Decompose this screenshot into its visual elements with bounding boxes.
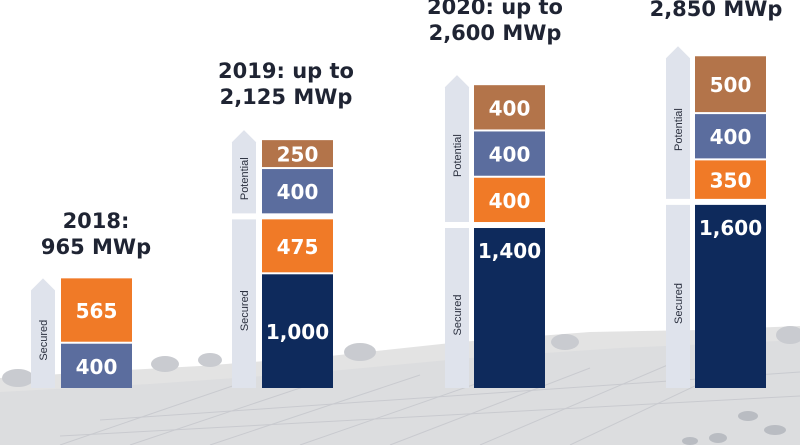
segment-value-label: 350 — [710, 169, 752, 193]
secured-arrow-label: Secured — [38, 320, 50, 361]
column-total-label: 2,600 MWp — [429, 21, 562, 45]
secured-arrow — [31, 278, 55, 388]
secured-arrow — [445, 228, 469, 388]
secured-arrow-label: Secured — [673, 283, 685, 324]
bar-segment — [474, 85, 545, 130]
column-year-label: 2018: — [63, 209, 130, 233]
segment-value-label: 400 — [710, 125, 752, 149]
column-4: 2,850 MWp 1,600 350 400 500 Secured Potential — [650, 0, 783, 388]
segment-value-label: 1,000 — [266, 320, 329, 344]
segment-value-label: 1,600 — [699, 216, 762, 240]
column-2: 2019: up to2,125 MWp 1,000 475 400 250 Secure… — [218, 59, 354, 388]
column-total-label: 2,850 MWp — [650, 0, 783, 21]
secured-arrow-label: Secured — [452, 295, 464, 336]
bar-segment — [262, 219, 333, 273]
column-3: 2020: up to 2,600 MWp 1,400 400 400 400 Secure… — [427, 0, 563, 388]
bar-segment — [61, 278, 132, 342]
secured-arrow-label: Secured — [239, 290, 251, 331]
bar-segment — [695, 160, 766, 199]
potential-arrow — [445, 75, 469, 223]
secured-arrow — [666, 204, 690, 388]
segment-value-label: 1,400 — [478, 239, 541, 263]
potential-arrow — [232, 130, 256, 214]
terrain-background — [0, 326, 800, 445]
column-total-label: 965 MWp — [41, 235, 151, 259]
bar-segment — [474, 228, 545, 388]
bar-segment — [695, 114, 766, 159]
segment-value-label: 400 — [277, 180, 319, 204]
segment-value-label: 400 — [489, 189, 531, 213]
potential-arrow-label: Potential — [452, 134, 464, 177]
bar-segment — [61, 343, 132, 388]
bar-segment — [474, 131, 545, 176]
potential-arrow-label: Potential — [239, 157, 251, 200]
bar-segment — [262, 140, 333, 168]
potential-arrow-label: Potential — [673, 108, 685, 151]
livestock-icon — [682, 411, 786, 445]
segment-value-label: 400 — [489, 143, 531, 167]
column-1: 2018:965 MWp 400 565 Secured — [31, 209, 151, 388]
bar-segment — [262, 169, 333, 214]
segment-value-label: 250 — [277, 143, 319, 167]
bar-segment — [695, 56, 766, 113]
bar-segment — [474, 177, 545, 223]
secured-arrow — [232, 219, 256, 388]
segment-value-label: 500 — [710, 73, 752, 97]
potential-arrow — [666, 46, 690, 199]
column-year-label: 2020: up to — [427, 0, 563, 19]
bar-segment — [262, 274, 333, 388]
bar-segment — [695, 204, 766, 388]
segment-value-label: 400 — [76, 355, 118, 379]
segment-value-label: 565 — [76, 299, 118, 323]
segment-value-label: 400 — [489, 96, 531, 120]
column-total-label: 2,125 MWp — [220, 85, 353, 109]
column-year-label: 2019: up to — [218, 59, 354, 83]
segment-value-label: 475 — [277, 235, 319, 259]
